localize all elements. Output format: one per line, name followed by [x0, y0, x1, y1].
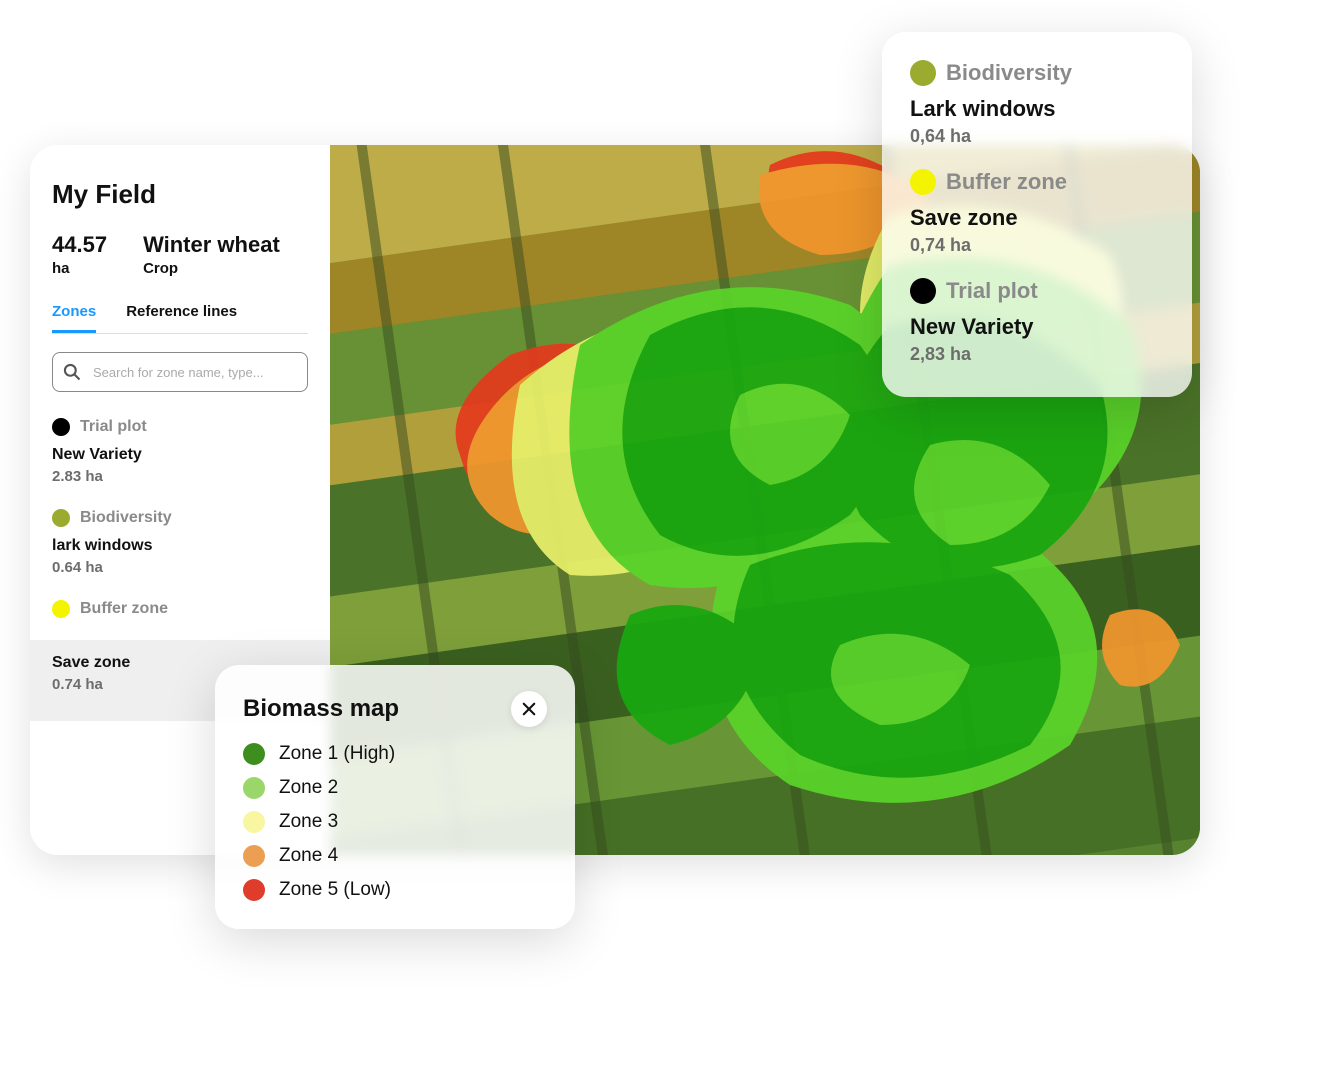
- zone-area: 2,83 ha: [910, 344, 1164, 365]
- bio-item-biodiversity[interactable]: Biodiversity Lark windows 0,64 ha: [910, 60, 1164, 147]
- page-title: My Field: [52, 179, 308, 210]
- legend-label: Zone 5 (Low): [279, 879, 391, 901]
- tabs: Zones Reference lines: [52, 303, 308, 334]
- biodiversity-dot-icon: [910, 60, 936, 86]
- zone-type-label: Buffer zone: [946, 169, 1067, 195]
- zone-area: 0.64 ha: [52, 559, 308, 576]
- zone-name: Save zone: [910, 205, 1164, 231]
- search-input[interactable]: [52, 352, 308, 392]
- tab-zones[interactable]: Zones: [52, 303, 96, 333]
- zone-name: New Variety: [910, 314, 1164, 340]
- zone-item-biodiversity[interactable]: Biodiversity lark windows 0.64 ha: [52, 509, 308, 576]
- buffer-zone-dot-icon: [52, 600, 70, 618]
- legend-dot-icon: [243, 743, 265, 765]
- buffer-zone-dot-icon: [910, 169, 936, 195]
- zone-type-label: Trial plot: [946, 278, 1038, 304]
- crop-stat: Winter wheat Crop: [143, 232, 280, 277]
- biomass-legend-card: Biomass map Zone 1 (High) Zone 2 Zone 3 …: [215, 665, 575, 929]
- tab-reference-lines[interactable]: Reference lines: [126, 303, 237, 333]
- area-value: 44.57: [52, 232, 107, 258]
- zone-item-buffer-zone[interactable]: Buffer zone: [52, 600, 308, 628]
- crop-value: Winter wheat: [143, 232, 280, 258]
- area-stat: 44.57 ha: [52, 232, 107, 277]
- legend-dot-icon: [243, 777, 265, 799]
- legend-row: Zone 4: [243, 845, 547, 867]
- biodiversity-card: Biodiversity Lark windows 0,64 ha Buffer…: [882, 32, 1192, 397]
- legend-row: Zone 3: [243, 811, 547, 833]
- zone-name: New Variety: [52, 446, 308, 464]
- legend-row: Zone 1 (High): [243, 743, 547, 765]
- legend-label: Zone 1 (High): [279, 743, 395, 765]
- legend-label: Zone 2: [279, 777, 338, 799]
- zone-area: 0,74 ha: [910, 235, 1164, 256]
- trial-plot-dot-icon: [910, 278, 936, 304]
- field-stats: 44.57 ha Winter wheat Crop: [52, 232, 308, 277]
- zone-name: lark windows: [52, 537, 308, 555]
- zone-item-trial-plot[interactable]: Trial plot New Variety 2.83 ha: [52, 418, 308, 485]
- zone-area: 2.83 ha: [52, 468, 308, 485]
- close-icon: [520, 700, 538, 718]
- legend-label: Zone 3: [279, 811, 338, 833]
- legend-label: Zone 4: [279, 845, 338, 867]
- zone-area: 0,64 ha: [910, 126, 1164, 147]
- legend-dot-icon: [243, 879, 265, 901]
- bio-item-trial-plot[interactable]: Trial plot New Variety 2,83 ha: [910, 278, 1164, 365]
- zone-type-label: Biodiversity: [80, 509, 172, 527]
- bio-item-buffer-zone[interactable]: Buffer zone Save zone 0,74 ha: [910, 169, 1164, 256]
- close-button[interactable]: [511, 691, 547, 727]
- legend-row: Zone 5 (Low): [243, 879, 547, 901]
- zone-name: Lark windows: [910, 96, 1164, 122]
- area-unit: ha: [52, 260, 107, 277]
- legend-row: Zone 2: [243, 777, 547, 799]
- trial-plot-dot-icon: [52, 418, 70, 436]
- zone-type-label: Buffer zone: [80, 600, 168, 618]
- legend-dot-icon: [243, 845, 265, 867]
- zone-type-label: Biodiversity: [946, 60, 1072, 86]
- crop-label: Crop: [143, 260, 280, 277]
- biodiversity-dot-icon: [52, 509, 70, 527]
- zone-type-label: Trial plot: [80, 418, 147, 436]
- legend-dot-icon: [243, 811, 265, 833]
- search-wrap: [52, 352, 308, 392]
- search-icon: [62, 362, 82, 382]
- biomass-title: Biomass map: [243, 695, 399, 723]
